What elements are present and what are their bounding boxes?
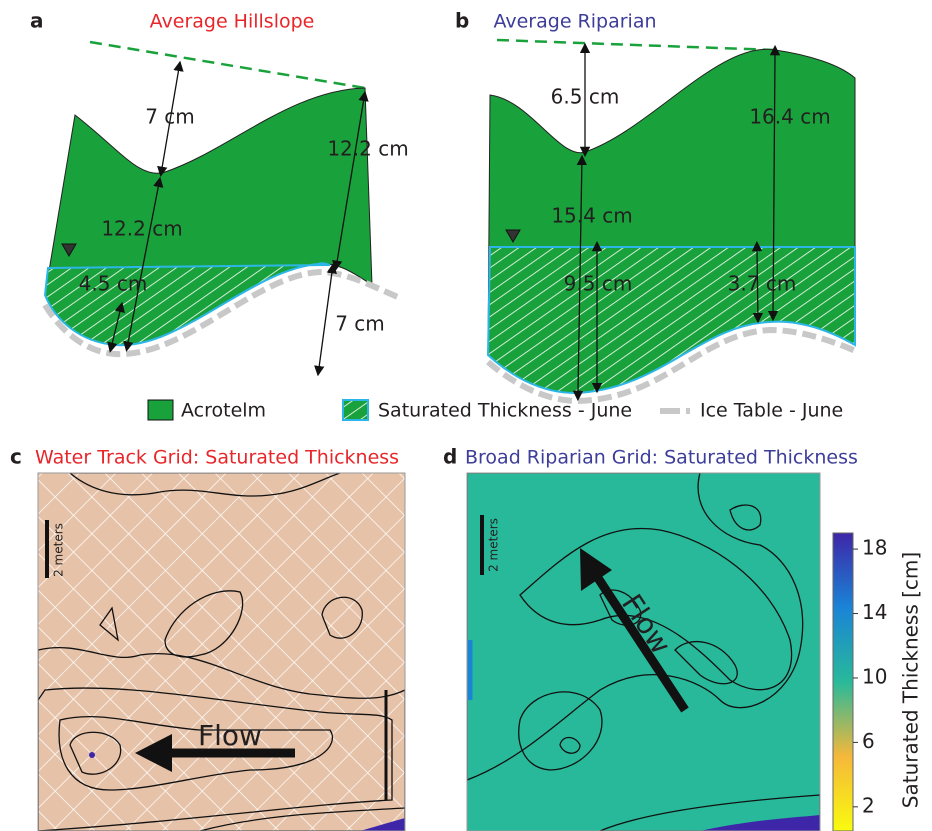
panel-letter: d <box>443 445 457 469</box>
panel-title: Water Track Grid: Saturated Thickness <box>35 447 399 469</box>
colorbar-tick-label: 18 <box>862 536 887 560</box>
map-frame <box>37 472 406 831</box>
flow-arrowhead <box>135 734 172 772</box>
legend-label: Ice Table - June <box>700 400 843 422</box>
panel-title: Average Hillslope <box>150 11 315 33</box>
map-frame <box>466 472 821 831</box>
arrow <box>572 154 588 402</box>
panel-letter: a <box>30 9 44 33</box>
arrow <box>767 44 781 322</box>
legend-swatch <box>342 399 369 421</box>
water-table-symbol <box>61 243 77 257</box>
arrow <box>314 262 337 377</box>
saturated-zone <box>486 246 856 395</box>
colorbar-tick-label: 10 <box>862 664 887 688</box>
reference-line <box>89 40 366 90</box>
legend-label: Saturated Thickness - June <box>378 400 632 422</box>
arrow <box>107 301 125 353</box>
flow-arrowhead <box>580 548 612 591</box>
measurement: 12.2 cm <box>327 137 408 161</box>
panel-letter: b <box>455 9 469 33</box>
measurement: 9.5 cm <box>564 272 633 296</box>
flow-label: Flow <box>198 719 262 752</box>
contour-map <box>38 473 405 831</box>
measurement: 3.7 cm <box>728 272 797 296</box>
measurement: 6.5 cm <box>551 85 620 109</box>
measurement: 15.4 cm <box>551 204 632 228</box>
colorbar-tick-label: 14 <box>862 600 887 624</box>
measurement: 7 cm <box>335 312 385 336</box>
arrow <box>157 60 184 177</box>
scale-label: 2 meters <box>487 518 501 572</box>
arrow <box>332 90 369 271</box>
panel-title: Broad Riparian Grid: Saturated Thickness <box>465 447 858 469</box>
arrow <box>751 240 764 324</box>
colorbar-ticks: 2 6 10 14 18 <box>853 536 887 817</box>
contour-map <box>467 473 820 831</box>
ice-table <box>42 268 402 358</box>
ice-table <box>486 326 860 405</box>
legend-swatch <box>147 399 174 421</box>
panel-title: Average Riparian <box>493 11 656 33</box>
colorbar <box>832 532 854 831</box>
measurement: 7 cm <box>145 105 195 129</box>
colorbar-tick-label: 2 <box>862 793 875 817</box>
measurement: 12.2 cm <box>101 217 182 241</box>
colorbar-tick-label: 6 <box>862 729 875 753</box>
water-table-symbol <box>505 229 521 243</box>
flow-arrow <box>594 575 689 713</box>
legend-label: Acrotelm <box>181 400 266 422</box>
reference-line <box>496 38 776 52</box>
scale-label: 2 meters <box>52 523 66 577</box>
panel-letter: c <box>10 445 22 469</box>
arrow <box>123 176 164 352</box>
colorbar-label: Saturated Thickness [cm] <box>899 552 923 808</box>
measurement: 16.4 cm <box>749 105 830 129</box>
measurement: 4.5 cm <box>79 272 148 296</box>
